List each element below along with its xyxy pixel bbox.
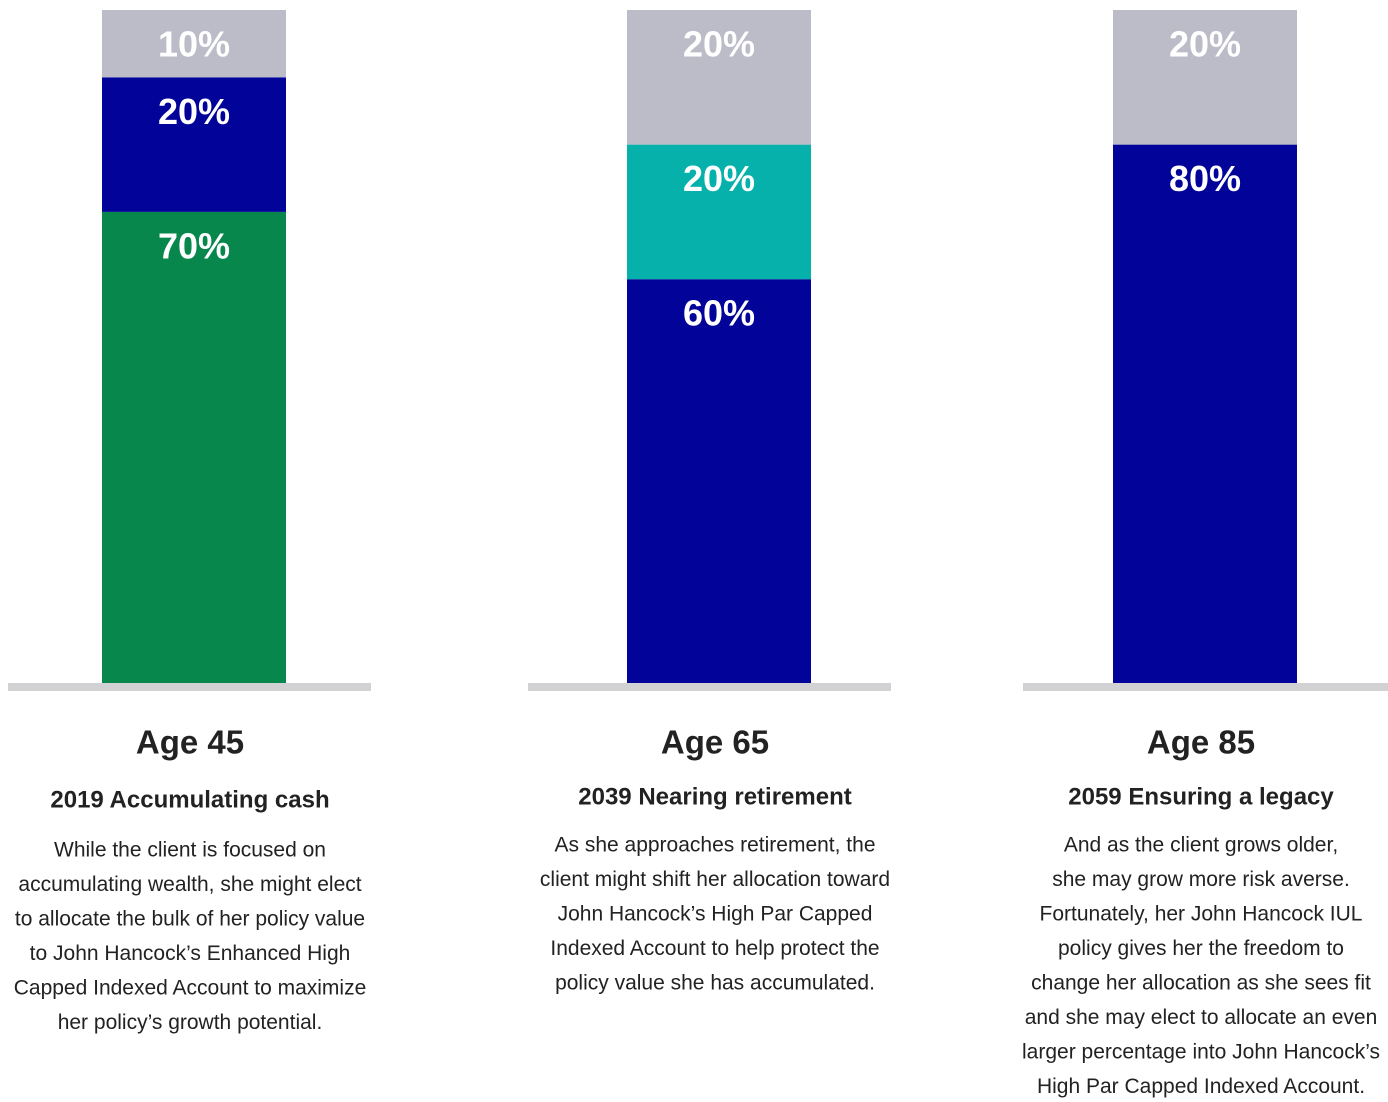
bar-segment	[102, 211, 286, 683]
bar-segment	[102, 10, 286, 78]
description-line: While the client is focused on	[54, 839, 326, 862]
panel-title: Age 65	[661, 724, 769, 761]
data-label: 20%	[158, 91, 230, 132]
description-line: As she approaches retirement, the	[554, 834, 875, 857]
panel-title: Age 45	[136, 724, 244, 761]
description-line: policy gives her the freedom to	[1058, 937, 1344, 960]
panel-subtitle: 2019 Accumulating cash	[50, 786, 329, 813]
description-line: And as the client grows older,	[1064, 834, 1338, 857]
description-line: client might shift her allocation toward	[540, 868, 890, 891]
data-label: 60%	[683, 293, 755, 334]
description-line: High Par Capped Indexed Account.	[1037, 1075, 1365, 1098]
description-line: she may grow more risk averse.	[1052, 868, 1350, 891]
baseline	[8, 683, 371, 691]
bar-segment	[627, 144, 811, 280]
description-line: change her allocation as she sees fit	[1031, 972, 1371, 995]
data-label: 20%	[683, 24, 755, 65]
bar-segment	[627, 10, 811, 145]
panel-subtitle: 2059 Ensuring a legacy	[1068, 783, 1334, 810]
baseline	[528, 683, 891, 691]
data-label: 20%	[683, 158, 755, 199]
description-line: policy value she has accumulated.	[555, 972, 875, 995]
description-line: to John Hancock’s Enhanced High	[30, 942, 351, 965]
bar-segment	[1113, 10, 1297, 145]
description-line: and she may elect to allocate an even	[1025, 1006, 1378, 1029]
description-line: her policy’s growth potential.	[58, 1011, 323, 1034]
data-label: 80%	[1169, 158, 1241, 199]
description-line: Fortunately, her John Hancock IUL	[1040, 903, 1363, 926]
bar-segment	[102, 77, 286, 212]
description-line: accumulating wealth, she might elect	[18, 873, 361, 896]
data-label: 20%	[1169, 24, 1241, 65]
description-line: Indexed Account to help protect the	[550, 937, 879, 960]
data-label: 10%	[158, 24, 230, 65]
panel-title: Age 85	[1147, 724, 1255, 761]
description-line: larger percentage into John Hancock’s	[1022, 1041, 1380, 1064]
description-line: John Hancock’s High Par Capped	[558, 903, 873, 926]
bar-segment	[1113, 144, 1297, 684]
panel-subtitle: 2039 Nearing retirement	[578, 783, 851, 810]
description-line: Capped Indexed Account to maximize	[14, 977, 367, 1000]
bar-segment	[627, 279, 811, 683]
description-line: to allocate the bulk of her policy value	[15, 908, 365, 931]
data-label: 70%	[158, 225, 230, 266]
baseline	[1023, 683, 1388, 691]
